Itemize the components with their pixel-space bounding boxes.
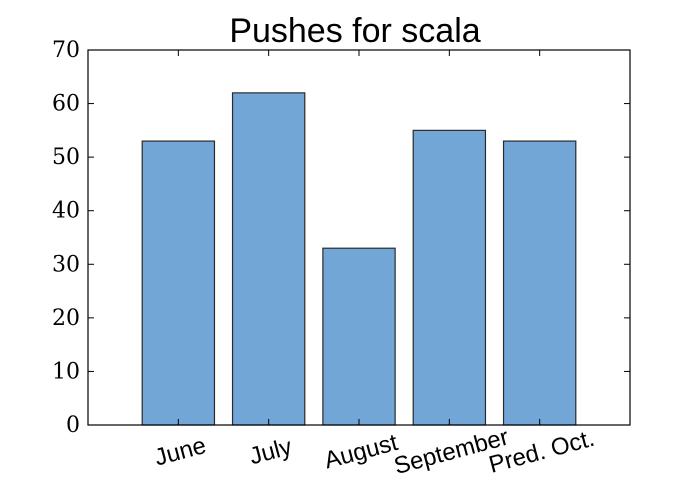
y-tick-label: 20: [52, 306, 80, 331]
x-tick-label: July: [247, 433, 295, 470]
y-tick-label: 30: [52, 252, 80, 277]
y-tick-label: 60: [52, 92, 80, 117]
y-axis: 0 10 20 30 40 50 60 70: [52, 38, 630, 438]
plot-area-frame: [87, 49, 631, 426]
x-tick-label: June: [152, 432, 209, 472]
bar-august: [322, 247, 396, 426]
bar-june: [141, 140, 216, 426]
bar-july: [231, 92, 306, 426]
y-tick-label: 40: [52, 199, 80, 224]
y-tick-label: 70: [52, 38, 80, 63]
bar-september: [412, 129, 487, 426]
chart-title: Pushes for scala: [229, 12, 480, 50]
y-tick-label: 50: [52, 145, 80, 170]
bar-pred-oct: [502, 140, 577, 426]
y-tick-label: 10: [52, 359, 80, 384]
x-tick-label: August: [321, 429, 400, 475]
bars-layer: [141, 92, 577, 426]
y-tick-label: 0: [66, 413, 80, 438]
